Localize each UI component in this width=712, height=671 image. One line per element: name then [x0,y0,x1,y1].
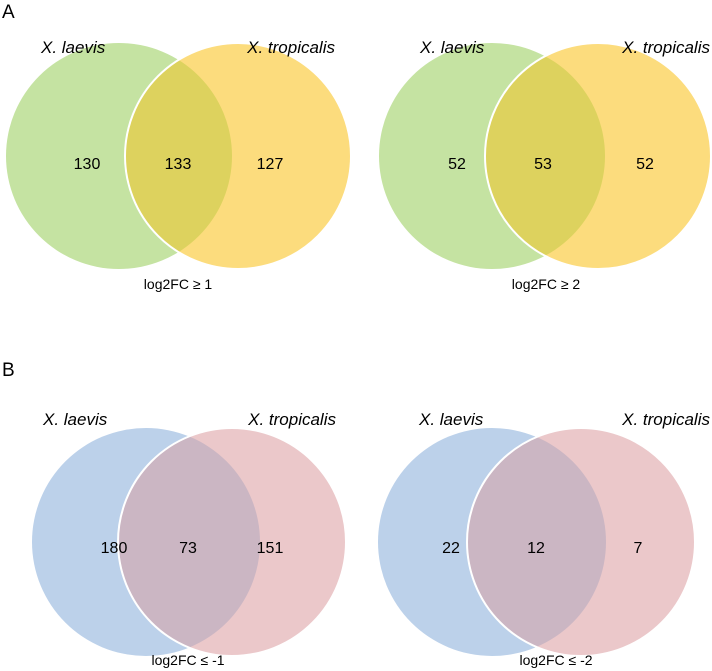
venn-a1: X. laevis X. tropicalis 130 133 127 log2… [0,0,356,310]
venn-b1-right-count: 151 [257,540,284,557]
venn-a2-left-label: X. laevis [419,38,485,57]
venn-a2-right-label: X. tropicalis [621,38,710,57]
venn-a2-left-count: 52 [448,156,466,173]
venn-b2-right-outline [466,427,696,657]
panel-b-letter: B [2,360,15,381]
venn-b2-overlap-count: 12 [527,540,545,557]
venn-a2-right-outline [484,42,712,270]
venn-b1-overlap-count: 73 [179,540,197,557]
venn-a1-overlap [125,43,232,269]
venn-a1-overlap-count: 133 [165,156,192,173]
venn-b2-overlap [467,428,606,656]
venn-b2-right-label: X. tropicalis [621,410,710,429]
venn-a1-right-count: 127 [257,156,284,173]
venn-b2-threshold: log2FC ≤ -2 [519,652,592,668]
venn-a1-threshold: log2FC ≥ 1 [144,276,213,292]
venn-b1-svg: X. laevis X. tropicalis 180 73 151 log2F… [32,410,347,668]
venn-b1-right-outline [117,427,347,657]
venn-a1-left-label: X. laevis [40,38,106,57]
venn-a1-right-outline [124,42,352,270]
venn-a2-threshold: log2FC ≥ 2 [512,276,581,292]
venn-b1-right-label: X. tropicalis [247,410,336,429]
venn-b1-left-count: 180 [101,540,128,557]
venn-a2-overlap [485,43,605,269]
venn-a2: X. laevis X. tropicalis 52 53 52 log2FC … [356,0,712,310]
venn-a1-svg: X. laevis X. tropicalis 130 133 127 log2… [6,38,352,292]
venn-a2-svg: X. laevis X. tropicalis 52 53 52 log2FC … [379,38,712,292]
venn-b2-left-count: 22 [442,540,460,557]
venn-b2-right-count: 7 [634,540,643,557]
venn-a1-left-count: 130 [74,156,101,173]
venn-b2-svg: X. laevis X. tropicalis 22 12 7 log2FC ≤… [378,410,710,668]
panel-a-letter: A [2,2,15,23]
venn-b1-overlap [118,428,260,656]
venn-b2-left-label: X. laevis [418,410,484,429]
venn-a2-overlap-count: 53 [534,156,552,173]
venn-a1-right-label: X. tropicalis [246,38,335,57]
venn-b1-left-label: X. laevis [42,410,108,429]
venn-b2: X. laevis X. tropicalis 22 12 7 log2FC ≤… [356,356,712,668]
venn-a2-right-count: 52 [636,156,654,173]
venn-b1: X. laevis X. tropicalis 180 73 151 log2F… [0,356,356,668]
venn-b1-threshold: log2FC ≤ -1 [151,652,224,668]
